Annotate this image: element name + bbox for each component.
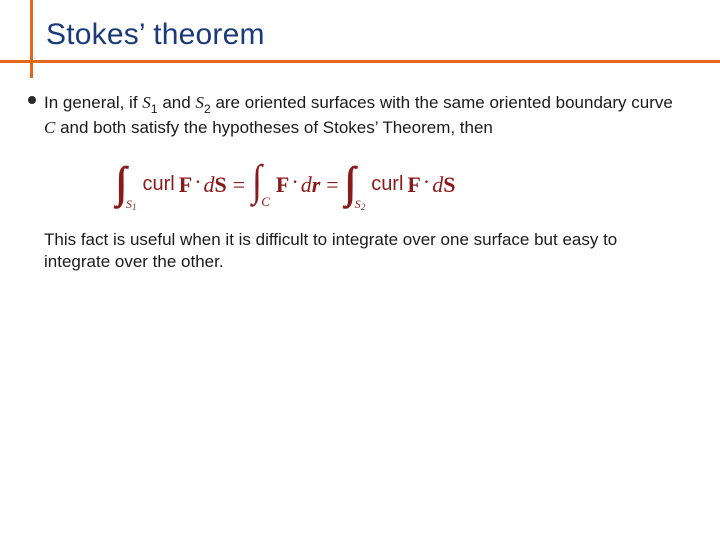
- vec-r: r: [312, 171, 321, 199]
- p1-var-c: C: [44, 118, 55, 137]
- vec-s-2: S: [443, 171, 455, 199]
- double-integral-1-icon: ∫∫: [117, 166, 128, 200]
- d-3: d: [432, 171, 443, 199]
- slide: Stokes’ theorem In general, if S1 and S2…: [0, 0, 720, 540]
- slide-body: In general, if S1 and S2 are oriented su…: [44, 92, 680, 272]
- d-1: d: [204, 171, 215, 199]
- curl-label-2: curl: [371, 172, 403, 198]
- paragraph-1: In general, if S1 and S2 are oriented su…: [44, 92, 680, 139]
- integral-sub-c: C: [261, 194, 270, 211]
- integral-sub-s2: S2: [355, 197, 366, 212]
- vec-f-1: F: [179, 171, 192, 199]
- dot-2: ·: [291, 168, 298, 196]
- p1-text-b: and: [158, 93, 196, 112]
- p1-var-s1: S: [142, 93, 151, 112]
- bullet-icon: [28, 96, 36, 104]
- p1-var-s2: S: [195, 93, 204, 112]
- title-rule-vertical: [30, 0, 33, 78]
- p1-text-c: are oriented surfaces with the same orie…: [211, 93, 673, 112]
- curl-label-1: curl: [143, 172, 175, 198]
- d-2: d: [301, 171, 312, 199]
- dot-3: ·: [423, 168, 430, 196]
- paragraph-2: This fact is useful when it is difficult…: [44, 229, 680, 273]
- vec-f-3: F: [407, 171, 420, 199]
- formula: ∫∫ S1 curl F · d S = ∫ C F · d r = ∫∫ S2…: [116, 157, 455, 213]
- vec-f-2: F: [276, 171, 289, 199]
- formula-block: ∫∫ S1 curl F · d S = ∫ C F · d r = ∫∫ S2…: [44, 157, 680, 213]
- dot-1: ·: [194, 168, 201, 196]
- p1-sub-2: 2: [204, 102, 211, 116]
- equals-1: =: [233, 171, 245, 199]
- p1-text-a: In general, if: [44, 93, 142, 112]
- vec-s-1: S: [215, 171, 227, 199]
- integral-sub-s1: S1: [126, 197, 137, 212]
- title-rule-horizontal: [0, 60, 720, 63]
- equals-2: =: [326, 171, 338, 199]
- p1-sub-1: 1: [151, 102, 158, 116]
- p1-text-d: and both satisfy the hypotheses of Stoke…: [55, 118, 493, 137]
- slide-title: Stokes’ theorem: [46, 18, 265, 52]
- double-integral-2-icon: ∫∫: [346, 166, 357, 200]
